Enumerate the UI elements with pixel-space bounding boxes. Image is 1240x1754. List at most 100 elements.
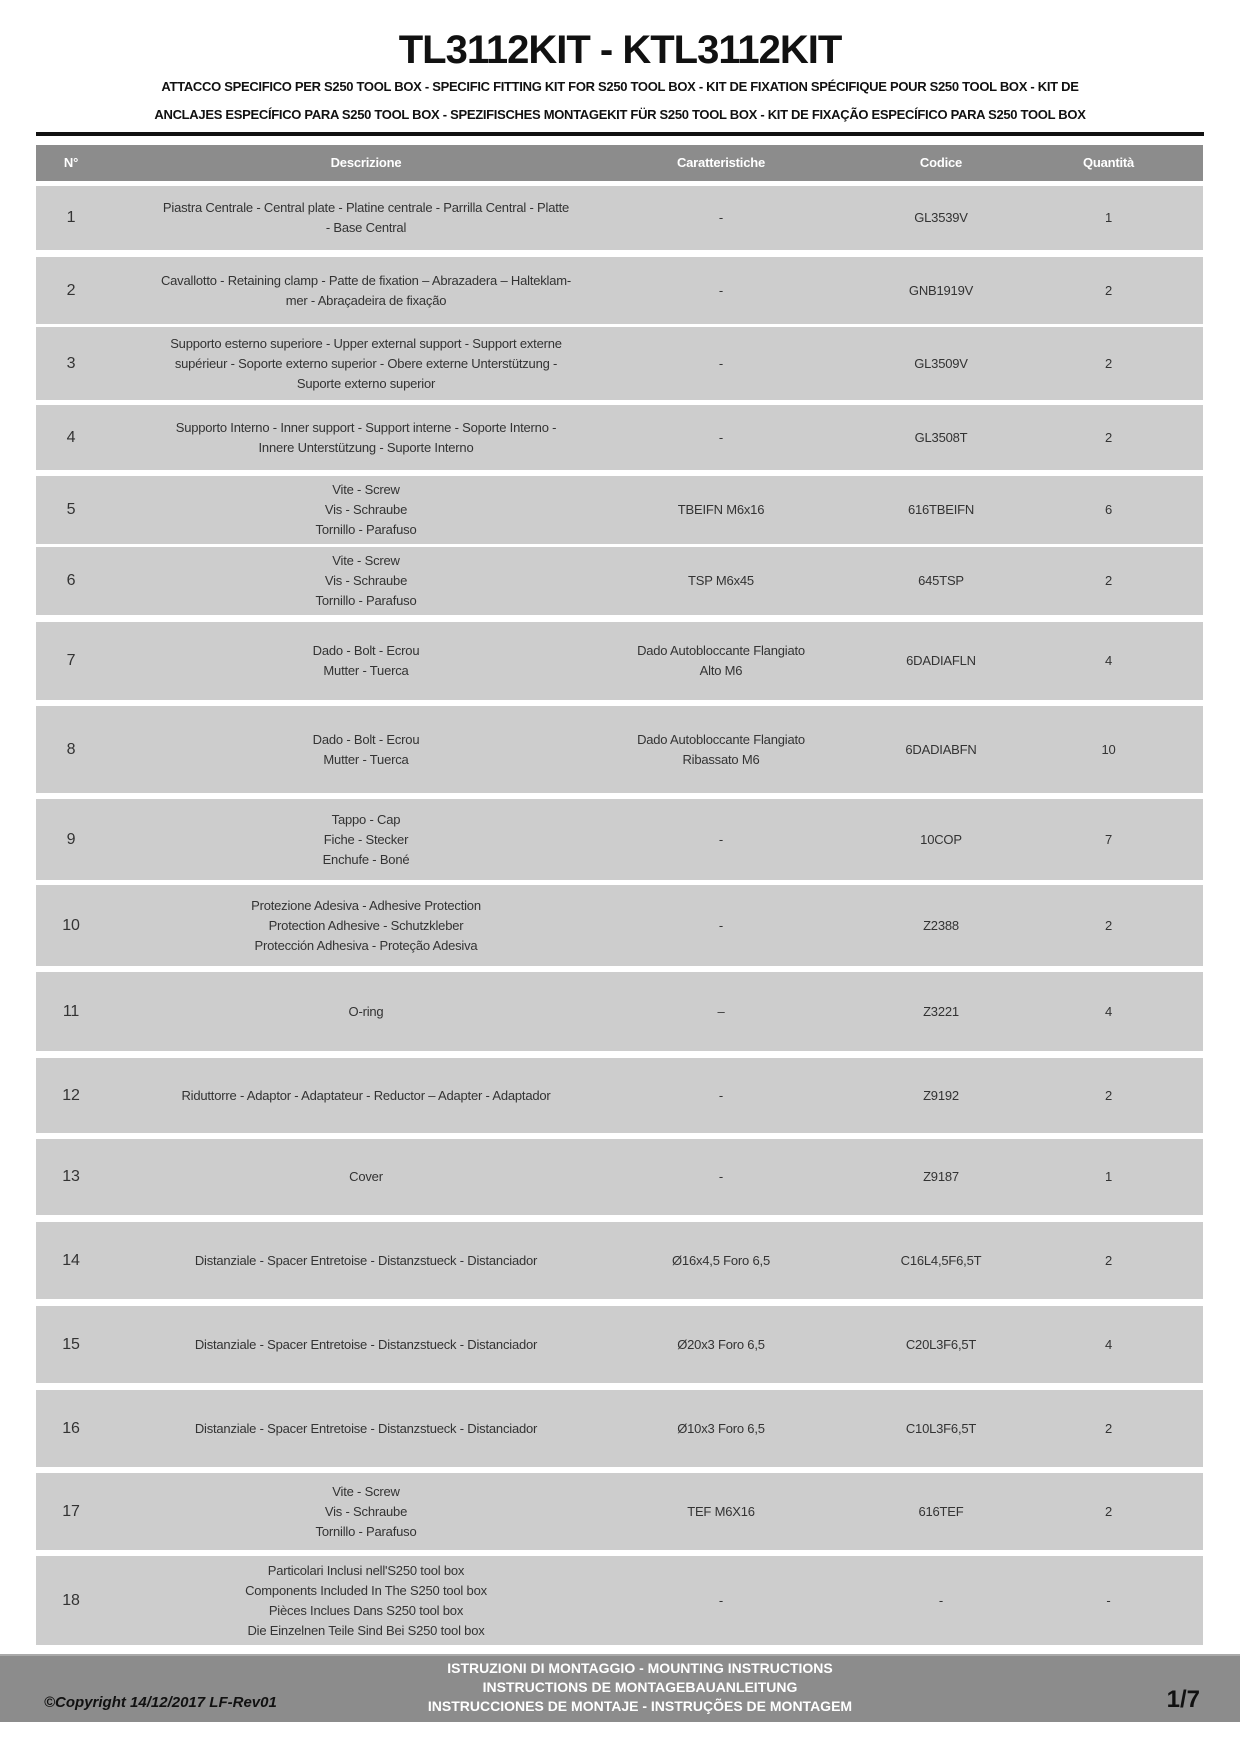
item-number-cell: 11 — [36, 972, 106, 1051]
item-number: 3 — [66, 354, 76, 372]
item-characteristics-cell: - — [596, 799, 846, 880]
item-characteristics: TSP M6x45 — [688, 573, 754, 588]
footer-instructions: ISTRUZIONI DI MONTAGGIO - MOUNTING INSTR… — [400, 1659, 880, 1716]
item-characteristics: - — [718, 429, 724, 445]
item-code: - — [938, 1592, 944, 1608]
page-number-text: 1/7 — [1166, 1686, 1200, 1713]
item-description: Piastra Centrale - Central plate - Plati… — [162, 200, 570, 235]
item-quantity: 2 — [1104, 1420, 1113, 1436]
item-number-cell: 2 — [36, 257, 106, 324]
item-description: Supporto Interno - Inner support - Suppo… — [175, 419, 557, 455]
item-quantity: 2 — [1104, 917, 1113, 933]
item-code: 10COP — [920, 831, 962, 847]
table-row: 4 Supporto Interno - Inner support - Supp… — [36, 405, 1203, 470]
item-code-cell: C20L3F6,5T — [816, 1306, 1066, 1383]
item-quantity-cell: 4 — [1036, 972, 1181, 1051]
subtitle-line-1: ATTACCO SPECIFICO PER S250 TOOL BOX - SP… — [36, 76, 1204, 98]
item-quantity: 6 — [1104, 502, 1113, 517]
item-characteristics: Ø10x3 Foro 6,5 — [677, 1420, 765, 1436]
item-number: 5 — [66, 501, 76, 518]
item-characteristics: – — [717, 1003, 725, 1019]
instructions-line: ISTRUZIONI DI MONTAGGIO - MOUNTING INSTR… — [447, 1660, 833, 1676]
item-number: 4 — [66, 428, 76, 446]
item-quantity: 4 — [1104, 1003, 1113, 1019]
item-description-cell: Distanziale - Spacer Entretoise - Distan… — [106, 1222, 626, 1299]
item-description-cell: Vite - Screw Vis - Schraube Tornillo - P… — [106, 547, 626, 615]
item-number: 15 — [62, 1335, 80, 1353]
item-quantity-cell: 2 — [1036, 405, 1181, 470]
item-number-cell: 10 — [36, 885, 106, 966]
item-quantity: 10 — [1101, 741, 1116, 757]
item-description-cell: Cover — [106, 1139, 626, 1215]
item-quantity-cell: 2 — [1036, 1222, 1181, 1299]
item-description-cell: Distanziale - Spacer Entretoise - Distan… — [106, 1306, 626, 1383]
item-characteristics-cell: - — [596, 405, 846, 470]
table-row: 13 Cover - Z9187 1 — [36, 1139, 1203, 1215]
table-row: 9 Tappo - Cap Fiche - Stecker Enchufe - B… — [36, 799, 1203, 880]
item-code-cell: C16L4,5F6,5T — [816, 1222, 1066, 1299]
item-description: Cavallotto - Retaining clamp - Patte de … — [160, 272, 572, 308]
item-code-cell: GL3539V — [816, 186, 1066, 250]
item-characteristics: Ø16x4,5 Foro 6,5 — [672, 1252, 770, 1268]
item-characteristics-cell: - — [596, 327, 846, 400]
table-row: 14 Distanziale - Spacer Entretoise - Dist… — [36, 1222, 1203, 1299]
instructions-line: INSTRUCCIONES DE MONTAJE - INSTRUÇÕES DE… — [427, 1698, 853, 1714]
item-characteristics-cell: - — [596, 1556, 846, 1645]
table-row: 15 Distanziale - Spacer Entretoise - Dist… — [36, 1306, 1203, 1383]
item-description: Vite - Screw Vis - Schraube Tornillo - P… — [315, 482, 417, 537]
item-code-cell: GL3508T — [816, 405, 1066, 470]
item-description-cell: Vite - Screw Vis - Schraube Tornillo - P… — [106, 1473, 626, 1550]
item-number: 16 — [62, 1419, 80, 1437]
table-row: 2 Cavallotto - Retaining clamp - Patte de… — [36, 257, 1203, 324]
title-divider — [36, 132, 1204, 136]
item-quantity: 2 — [1104, 355, 1113, 371]
header-label: Codice — [919, 155, 963, 170]
item-number-cell: 9 — [36, 799, 106, 880]
item-number: 10 — [62, 916, 80, 934]
item-quantity-cell: 4 — [1036, 622, 1181, 700]
item-number-cell: 13 — [36, 1139, 106, 1215]
table-row: 11 O-ring – Z3221 4 — [36, 972, 1203, 1051]
item-code-cell: 10COP — [816, 799, 1066, 880]
item-number: 2 — [66, 281, 76, 299]
item-quantity-cell: 2 — [1036, 257, 1181, 324]
item-code: 645TSP — [918, 573, 964, 588]
item-code-cell: 645TSP — [816, 547, 1066, 615]
item-code: C10L3F6,5T — [905, 1420, 977, 1436]
item-quantity-cell: 1 — [1036, 1139, 1181, 1215]
item-number: 6 — [66, 572, 76, 589]
item-code-cell: GL3509V — [816, 327, 1066, 400]
item-description: Cover — [349, 1169, 383, 1184]
item-code-cell: Z9192 — [816, 1058, 1066, 1133]
item-characteristics-cell: TEF M6X16 — [596, 1473, 846, 1550]
item-code: 616TBEIFN — [907, 502, 975, 517]
item-description-cell: Vite - Screw Vis - Schraube Tornillo - P… — [106, 476, 626, 544]
item-code-cell: 6DADIAFLN — [816, 622, 1066, 700]
item-number: 12 — [62, 1086, 80, 1104]
item-quantity-cell: 2 — [1036, 547, 1181, 615]
table-row: 6 Vite - Screw Vis - Schraube Tornillo - … — [36, 547, 1203, 615]
item-description: Distanziale - Spacer Entretoise - Distan… — [194, 1336, 538, 1352]
table-row: 17 Vite - Screw Vis - Schraube Tornillo -… — [36, 1473, 1203, 1550]
header-label: Quantità — [1082, 155, 1135, 170]
item-description-cell: Distanziale - Spacer Entretoise - Distan… — [106, 1390, 626, 1467]
table-row: 7 Dado - Bolt - Ecrou Mutter - Tuerca Dado… — [36, 622, 1203, 700]
header-cell: Descrizione — [106, 145, 626, 181]
header-cell: Quantità — [1036, 145, 1181, 181]
table-row: 8 Dado - Bolt - Ecrou Mutter - Tuerca Dado… — [36, 706, 1203, 793]
item-quantity: - — [1106, 1592, 1111, 1608]
item-description: Particolari Inclusi nell'S250 tool box C… — [245, 1562, 487, 1638]
item-code: GL3509V — [914, 355, 968, 371]
footer-bar — [0, 1654, 1240, 1722]
item-quantity: 7 — [1104, 831, 1113, 847]
table-row: 5 Vite - Screw Vis - Schraube Tornillo - … — [36, 476, 1203, 544]
copyright: ©Copyright 14/12/2017 LF-Rev01 — [44, 1694, 277, 1711]
item-description-cell: Dado - Bolt - Ecrou Mutter - Tuerca — [106, 622, 626, 700]
item-description: Vite - Screw Vis - Schraube Tornillo - P… — [315, 1483, 417, 1539]
item-characteristics: - — [718, 1169, 724, 1184]
item-code-cell: Z9187 — [816, 1139, 1066, 1215]
item-number-cell: 3 — [36, 327, 106, 400]
item-quantity-cell: 4 — [1036, 1306, 1181, 1383]
item-characteristics-cell: Ø16x4,5 Foro 6,5 — [596, 1222, 846, 1299]
item-description: Supporto esterno superiore - Upper exter… — [170, 335, 562, 391]
